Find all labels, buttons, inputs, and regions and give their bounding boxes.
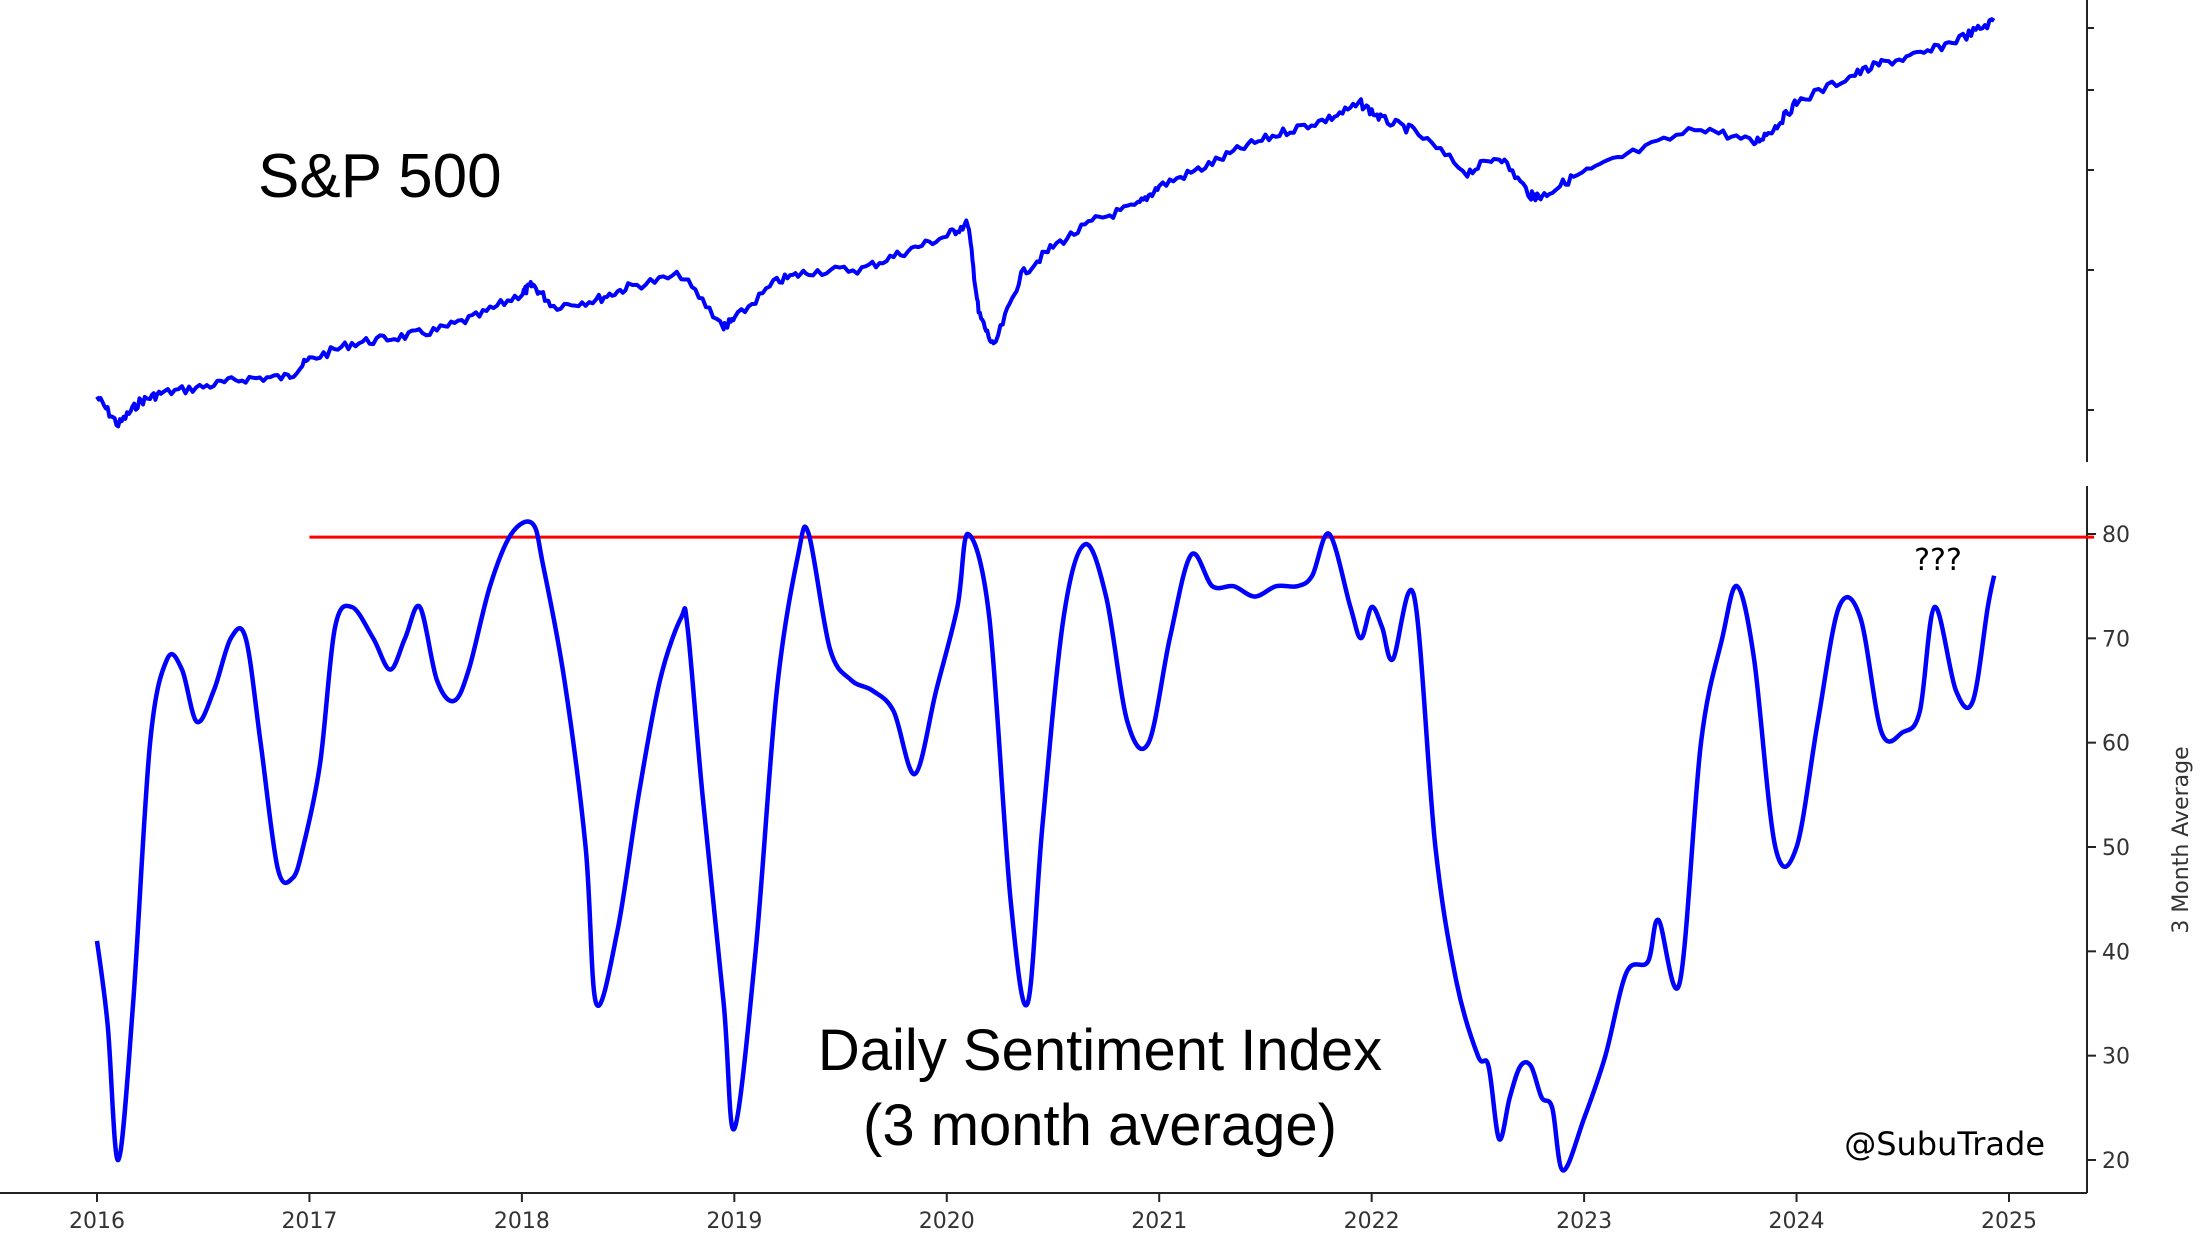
y-axis-label: 3 Month Average: [2169, 746, 2194, 933]
x-tick-label-2020: 2020: [919, 1209, 975, 1234]
x-tick-label-2017: 2017: [281, 1209, 337, 1234]
x-tick-label-2019: 2019: [706, 1209, 762, 1234]
sp500-line: [95, 17, 1996, 429]
y-tick-label-20: 20: [2102, 1149, 2130, 1174]
x-tick-label-2016: 2016: [69, 1209, 125, 1234]
sentiment-line: [94, 519, 1997, 1173]
x-tick-label-2024: 2024: [1769, 1209, 1825, 1234]
x-tick-label-2023: 2023: [1556, 1209, 1612, 1234]
sp500-title: S&P 500: [258, 142, 502, 211]
question-annotation: ???: [1914, 543, 1962, 578]
y-tick-label-50: 50: [2102, 836, 2130, 861]
credit-label: @SubuTrade: [1844, 1125, 2045, 1163]
y-tick-label-60: 60: [2102, 732, 2130, 757]
x-tick-label-2021: 2021: [1131, 1209, 1187, 1234]
bottom-panel-y-ticks: 20 30 40 50 60 70 80: [2087, 523, 2130, 1174]
dsi-subtitle: (3 month average): [863, 1093, 1337, 1158]
x-tick-label-2025: 2025: [1981, 1209, 2037, 1234]
top-panel-ticks: [2087, 27, 2094, 411]
sentiment-series-group: [94, 519, 1997, 1173]
sp500-series-group: [95, 17, 1996, 429]
y-tick-label-80: 80: [2102, 523, 2130, 548]
dsi-title: Daily Sentiment Index: [818, 1018, 1382, 1083]
x-tick-label-2018: 2018: [494, 1209, 550, 1234]
y-tick-label-40: 40: [2102, 940, 2130, 965]
y-tick-label-70: 70: [2102, 627, 2130, 652]
bottom-panel-x-ticks: 2016 2017 2018 2019 2020 2021 2022 2023 2024 2025: [69, 1193, 2037, 1234]
y-tick-label-30: 30: [2102, 1045, 2130, 1070]
x-tick-label-2022: 2022: [1344, 1209, 1400, 1234]
